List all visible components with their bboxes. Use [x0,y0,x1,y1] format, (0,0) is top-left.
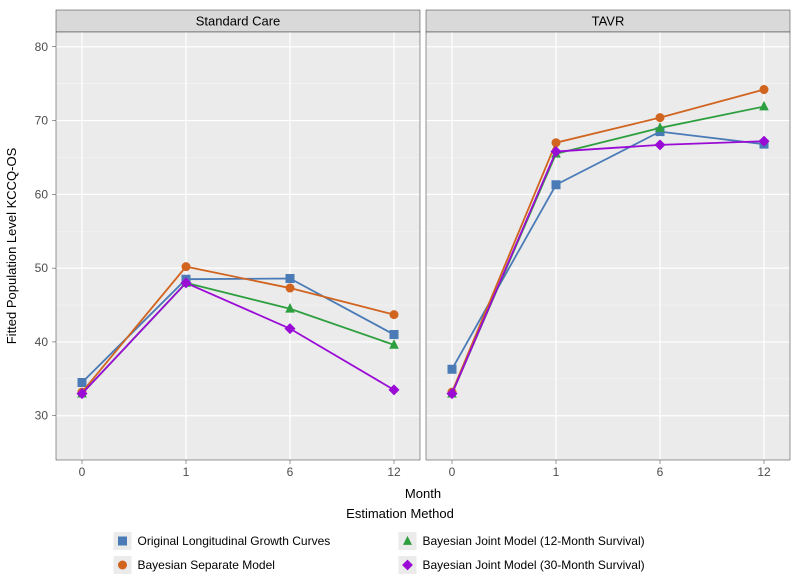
legend-label: Bayesian Separate Model [138,558,275,572]
legend-marker [118,561,127,570]
series-marker [390,331,398,339]
y-axis-title: Fitted Population Level KCCQ-OS [4,147,19,344]
y-tick-label: 80 [35,40,49,54]
facet-label: TAVR [592,13,625,28]
x-tick-label: 0 [449,465,456,479]
chart-svg: Standard Care 0 1 6 12 TAVR 0 1 6 12 30 40 50 60 70 80 F… [0,0,800,586]
legend-label: Bayesian Joint Model (12-Month Survival) [423,534,645,548]
legend-marker [118,537,127,546]
x-tick-label: 6 [287,465,294,479]
legend-title: Estimation Method [346,506,454,521]
x-tick-label: 1 [183,465,190,479]
chart-container: Standard Care 0 1 6 12 TAVR 0 1 6 12 30 40 50 60 70 80 F… [0,0,800,586]
facet-label: Standard Care [196,13,281,28]
x-tick-label: 12 [387,465,401,479]
series-marker [286,274,294,282]
x-axis-title: Month [405,486,441,501]
legend-label: Original Longitudinal Growth Curves [138,534,331,548]
series-marker [390,311,398,319]
panel-bg [56,32,420,460]
y-tick-label: 30 [35,409,49,423]
y-tick-label: 60 [35,187,49,201]
x-tick-label: 6 [657,465,664,479]
x-tick-label: 1 [553,465,560,479]
series-marker [552,139,560,147]
y-tick-label: 70 [35,114,49,128]
series-marker [286,284,294,292]
series-marker [760,86,768,94]
series-marker [552,181,560,189]
x-tick-label: 12 [757,465,771,479]
x-tick-label: 0 [79,465,86,479]
series-marker [448,365,456,373]
series-marker [656,114,664,122]
series-marker [182,263,190,271]
panel-bg [426,32,790,460]
y-tick-label: 50 [35,261,49,275]
legend-label: Bayesian Joint Model (30-Month Survival) [423,558,645,572]
series-marker [78,379,86,387]
y-tick-label: 40 [35,335,49,349]
